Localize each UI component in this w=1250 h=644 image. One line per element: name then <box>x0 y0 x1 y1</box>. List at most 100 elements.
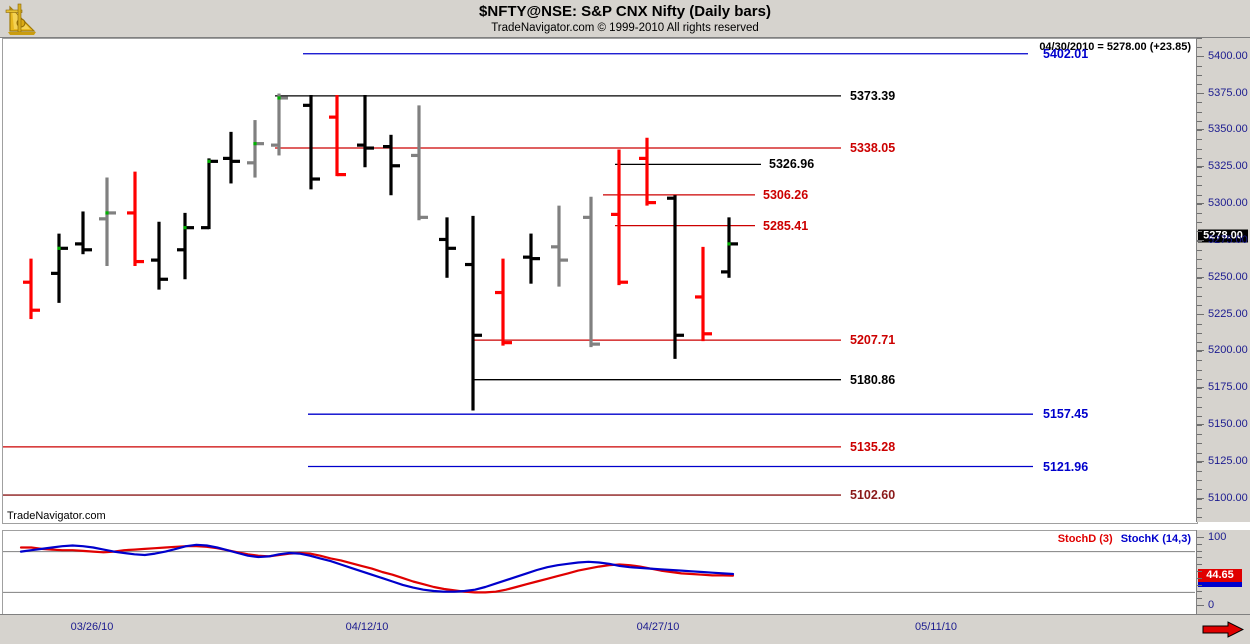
ohlc-bar <box>329 95 346 177</box>
price-axis-label: 5275.00 <box>1208 233 1248 246</box>
ohlc-bar <box>495 258 512 346</box>
stochastic-axis-minor-tick <box>1197 584 1202 586</box>
level-label: 5180.86 <box>850 372 896 387</box>
ohlc-bar <box>23 258 40 320</box>
price-axis-minor-tick <box>1197 120 1202 122</box>
price-axis-minor-tick <box>1197 203 1202 205</box>
ohlc-bar <box>99 177 116 266</box>
price-axis-label: 5350.00 <box>1208 123 1248 136</box>
stochastic-axis-minor-tick <box>1197 605 1202 606</box>
stochd-legend-label: StochD (3) <box>1057 533 1113 545</box>
price-axis-minor-tick <box>1197 194 1202 196</box>
bar-close-marker <box>105 211 109 215</box>
ohlc-bar <box>639 137 656 206</box>
price-chart-svg <box>3 53 1033 496</box>
stochastic-value-tag: 44.65 <box>1198 568 1242 582</box>
ohlc-bar <box>51 233 68 303</box>
level-label: 5121.96 <box>1043 459 1089 474</box>
price-axis-minor-tick <box>1197 388 1202 390</box>
price-axis-minor-tick <box>1197 517 1202 519</box>
price-axis-minor-tick <box>1197 111 1202 113</box>
date-axis[interactable]: 03/26/10 04/12/10 04/27/10 05/11/10 <box>0 614 1250 644</box>
quote-readout: 04/30/2010 = 5278.00 (+23.85) <box>1039 41 1191 53</box>
price-axis-minor-tick <box>1197 74 1202 76</box>
arrow-right-icon[interactable] <box>1202 621 1244 638</box>
level-label: 5326.96 <box>769 157 815 172</box>
price-axis-label: 5400.00 <box>1208 49 1248 62</box>
ohlc-bar <box>523 233 540 284</box>
price-chart-pane[interactable]: 04/30/2010 = 5278.00 (+23.85) TradeNavig… <box>2 38 1198 524</box>
stochastic-line <box>19 543 735 593</box>
ohlc-bar <box>127 171 144 266</box>
level-label: 5135.28 <box>850 439 896 454</box>
price-axis-minor-tick <box>1197 314 1202 316</box>
price-axis-minor-tick <box>1197 84 1202 86</box>
price-axis-label: 5250.00 <box>1208 270 1248 283</box>
bar-close-marker <box>207 159 211 163</box>
bar-close-marker <box>727 242 731 246</box>
ohlc-bar <box>383 134 400 196</box>
price-axis-minor-tick <box>1197 102 1202 104</box>
stochastic-value-bar <box>1198 581 1242 587</box>
price-axis-minor-tick <box>1197 415 1202 417</box>
price-axis-tick <box>1197 461 1204 463</box>
price-axis-label: 5175.00 <box>1208 381 1248 394</box>
level-label: 5373.39 <box>850 88 896 103</box>
price-axis-minor-tick <box>1197 130 1202 132</box>
ohlc-bar <box>721 217 738 278</box>
last-price-tag: 5278.00 <box>1198 229 1248 243</box>
ohlc-bar <box>201 158 218 230</box>
price-axis-label: 5150.00 <box>1208 418 1248 431</box>
price-axis-minor-tick <box>1197 139 1202 141</box>
stochastic-axis-minor-tick <box>1197 571 1202 572</box>
price-axis-minor-tick <box>1197 222 1202 224</box>
bar-close-marker <box>253 142 257 146</box>
date-axis-label: 05/11/10 <box>914 621 958 633</box>
stochastic-pane[interactable]: StochD (3) StochK (14,3) <box>2 530 1198 616</box>
price-axis-minor-tick <box>1197 295 1202 297</box>
price-axis-minor-tick <box>1197 259 1202 261</box>
price-axis-tick <box>1197 203 1204 205</box>
price-axis-minor-tick <box>1197 323 1202 325</box>
ohlc-bar <box>439 217 456 278</box>
bar-close-marker <box>183 226 187 230</box>
price-axis-minor-tick <box>1197 166 1202 168</box>
sextant-icon <box>4 1 44 37</box>
price-axis-tick <box>1197 166 1204 168</box>
stochk-legend-label: StochK (14,3) <box>1120 533 1191 545</box>
stochastic-axis-minor-tick <box>1197 591 1202 593</box>
date-axis-label: 03/26/10 <box>70 621 114 633</box>
price-axis-minor-tick <box>1197 452 1202 454</box>
ohlc-bar <box>177 212 194 280</box>
stochastic-axis[interactable]: 44.65 100 0 <box>1196 530 1250 614</box>
price-axis-minor-tick <box>1197 65 1202 67</box>
ohlc-bar <box>667 195 684 359</box>
price-axis-tick <box>1197 129 1204 131</box>
price-axis-minor-tick <box>1197 424 1202 426</box>
level-label: 5338.05 <box>850 141 896 155</box>
ohlc-bar <box>583 196 600 348</box>
price-axis-minor-tick <box>1197 480 1202 482</box>
price-axis-minor-tick <box>1197 305 1202 307</box>
stochastic-axis-minor-tick <box>1197 543 1202 545</box>
ohlc-bar <box>151 221 168 290</box>
ohlc-bar <box>75 211 92 255</box>
level-label: 5306.26 <box>763 187 809 202</box>
copyright-line: TradeNavigator.com © 1999-2010 All right… <box>491 22 759 34</box>
ohlc-bar <box>303 95 320 190</box>
price-axis-minor-tick <box>1197 38 1202 39</box>
price-axis-tick <box>1197 350 1204 352</box>
price-axis-minor-tick <box>1197 47 1202 49</box>
level-label: 5102.60 <box>850 488 896 503</box>
stochastic-axis-minor-tick <box>1197 577 1202 579</box>
price-axis-label: 5200.00 <box>1208 344 1248 357</box>
price-axis[interactable]: 5278.00 5400.00 5375.00 5350.00 5325.00 5300… <box>1196 38 1250 522</box>
date-axis-label: 04/27/10 <box>636 621 680 633</box>
ohlc-bar <box>695 246 712 342</box>
price-axis-tick <box>1197 239 1204 241</box>
ohlc-bar <box>611 149 628 286</box>
level-label: 5207.71 <box>850 333 896 348</box>
price-axis-minor-tick <box>1197 268 1202 270</box>
ohlc-bar <box>465 215 482 411</box>
price-axis-minor-tick <box>1197 249 1202 251</box>
